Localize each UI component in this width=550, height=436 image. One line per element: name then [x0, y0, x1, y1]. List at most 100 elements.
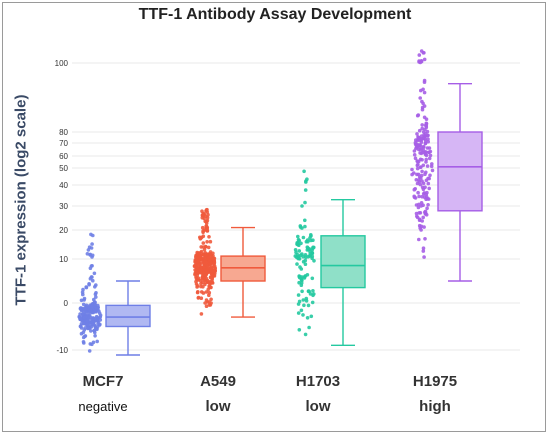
data-point [311, 238, 315, 242]
y-tick-label: 20 [59, 226, 68, 235]
data-point [312, 292, 316, 296]
data-point [423, 134, 428, 139]
data-point [93, 292, 98, 297]
points-h1975 [410, 49, 435, 259]
data-point [82, 341, 86, 345]
y-tick-label: 80 [59, 128, 68, 137]
data-point [421, 101, 425, 106]
data-point [414, 211, 419, 216]
data-point [98, 322, 102, 327]
data-point [208, 239, 213, 244]
data-point [196, 278, 201, 282]
data-point [309, 233, 313, 237]
data-point [211, 251, 215, 256]
data-point [209, 275, 213, 279]
data-point [80, 312, 85, 317]
data-point [93, 330, 97, 335]
data-point [303, 224, 307, 229]
data-point [295, 242, 299, 246]
data-point [306, 246, 310, 250]
data-point [295, 262, 299, 266]
points-h1703 [293, 169, 316, 337]
data-point [199, 281, 203, 286]
iqr-box [105, 304, 151, 328]
data-point [89, 309, 93, 313]
data-point [420, 107, 425, 112]
data-point [303, 253, 308, 257]
data-point [86, 248, 91, 252]
y-tick-label: 60 [59, 152, 68, 161]
box-mcf7 [105, 280, 151, 356]
data-point [297, 256, 301, 260]
data-point [306, 239, 310, 244]
data-point [81, 335, 86, 340]
data-point [81, 321, 86, 326]
data-point [300, 204, 304, 208]
data-point [412, 153, 417, 157]
data-point [422, 90, 427, 95]
data-point [302, 303, 306, 308]
box-a549 [220, 226, 266, 318]
data-point [426, 197, 431, 201]
data-point [420, 169, 424, 174]
boxes [105, 82, 483, 356]
data-point [418, 226, 423, 230]
data-point [303, 200, 307, 205]
data-point [310, 300, 315, 305]
data-point [94, 306, 99, 310]
data-point [417, 237, 421, 242]
data-point [197, 262, 202, 267]
data-point [417, 128, 422, 133]
data-point [204, 290, 209, 294]
data-point [95, 325, 100, 329]
data-point [83, 326, 88, 330]
data-point [79, 317, 83, 322]
data-point [302, 169, 306, 174]
data-point [81, 287, 85, 292]
data-point [417, 135, 421, 140]
data-point [425, 206, 429, 211]
data-point [416, 113, 421, 117]
data-point [297, 299, 302, 304]
data-point [422, 225, 426, 229]
data-point [428, 153, 433, 158]
data-point [415, 181, 420, 186]
data-point [95, 319, 100, 323]
data-point [94, 295, 98, 299]
data-point [297, 280, 301, 285]
data-point [85, 319, 89, 324]
data-point [84, 285, 89, 290]
data-point [196, 271, 200, 276]
data-point [90, 275, 94, 279]
data-point [426, 181, 431, 186]
data-point [297, 275, 302, 280]
data-point [310, 276, 315, 281]
data-point [417, 53, 422, 57]
y-tick-labels: -10 0 10 20 30 40 50 60 70 80 100 [55, 59, 69, 355]
data-point [207, 235, 211, 239]
data-point [415, 166, 420, 171]
data-point [298, 265, 302, 269]
data-point [209, 261, 213, 266]
data-point [424, 124, 429, 128]
data-point [303, 218, 307, 223]
data-point [304, 180, 308, 184]
data-point [422, 255, 426, 259]
data-point [200, 225, 205, 230]
data-point [207, 300, 211, 304]
data-point [202, 271, 207, 276]
data-point [83, 305, 88, 310]
data-point [97, 311, 102, 315]
data-point [307, 325, 311, 330]
data-point [418, 96, 423, 100]
data-point [305, 177, 309, 181]
data-point [415, 132, 419, 136]
data-point [303, 258, 308, 263]
category-sublabel: high [419, 398, 451, 415]
box-h1703 [320, 198, 366, 346]
data-point [81, 302, 86, 307]
data-point [199, 296, 204, 301]
data-point [201, 241, 206, 245]
data-point [98, 318, 103, 322]
data-point [410, 167, 414, 172]
